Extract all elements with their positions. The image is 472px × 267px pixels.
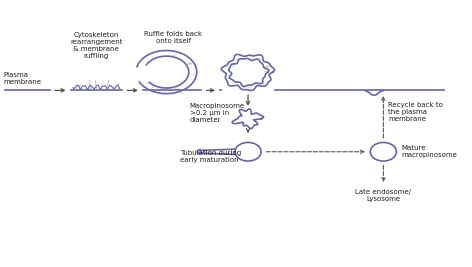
Text: Macropinosome
>0.2 μm in
diameter: Macropinosome >0.2 μm in diameter xyxy=(190,103,245,123)
Text: Plasma
membrane: Plasma membrane xyxy=(3,72,41,85)
Text: Cytoskeleton
rearrangement
& membrane
ruffling: Cytoskeleton rearrangement & membrane ru… xyxy=(70,32,123,59)
Text: Late endosome/
Lysosome: Late endosome/ Lysosome xyxy=(355,189,412,202)
Text: Mature
macropinosome: Mature macropinosome xyxy=(401,145,457,158)
Text: Tubulation during
early maturation: Tubulation during early maturation xyxy=(180,150,242,163)
Text: Ruffle folds back
onto itself: Ruffle folds back onto itself xyxy=(144,31,202,44)
Text: Recycle back to
the plasma
membrane: Recycle back to the plasma membrane xyxy=(388,102,443,122)
